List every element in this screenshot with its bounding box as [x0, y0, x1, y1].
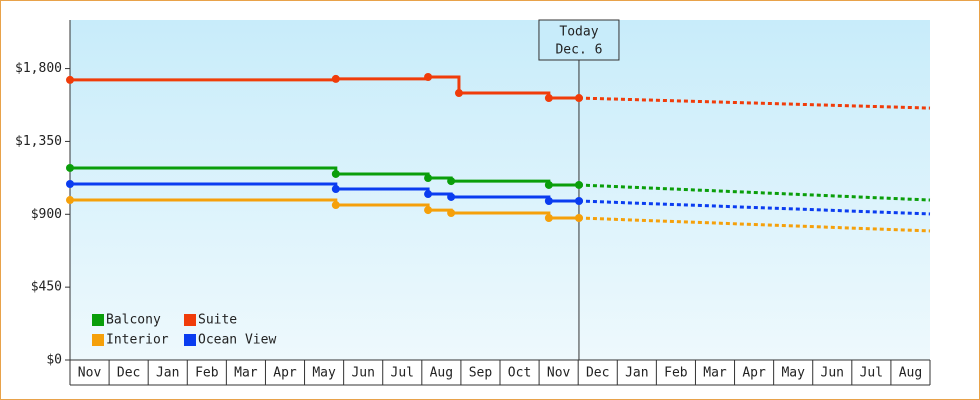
- legend-label: Ocean View: [198, 333, 276, 348]
- point: [447, 177, 456, 186]
- x-tick-label: Apr: [273, 366, 297, 381]
- point: [424, 72, 433, 81]
- today-label: Dec. 6: [555, 43, 602, 58]
- today-label: Today: [559, 25, 598, 40]
- y-tick-label: $1,800: [15, 61, 62, 76]
- point: [66, 75, 74, 84]
- point: [544, 197, 553, 206]
- y-tick-label: $0: [46, 353, 62, 368]
- point: [454, 89, 463, 98]
- forecast-line: [578, 216, 931, 233]
- x-tick-label: Nov: [547, 366, 571, 381]
- point: [574, 214, 583, 223]
- x-tick-label: Feb: [664, 366, 688, 381]
- x-tick-label: Mar: [234, 366, 258, 381]
- forecast-line: [578, 183, 931, 202]
- point: [66, 180, 74, 189]
- x-tick-label: Jul: [391, 366, 414, 381]
- x-tick-label: Aug: [899, 366, 922, 381]
- point: [544, 180, 553, 189]
- point: [331, 74, 340, 83]
- point: [66, 196, 74, 205]
- x-tick-label: Jul: [860, 366, 883, 381]
- y-tick-label: $900: [31, 207, 62, 222]
- x-tick-label: May: [312, 366, 336, 381]
- y-tick-label: $450: [31, 280, 62, 295]
- point: [424, 174, 433, 183]
- point: [447, 192, 456, 201]
- point: [574, 180, 583, 189]
- x-tick-label: Feb: [195, 366, 219, 381]
- plot-area: [70, 20, 930, 360]
- x-tick-label: Oct: [508, 366, 531, 381]
- point: [544, 94, 553, 103]
- x-tick-label: Aug: [430, 366, 453, 381]
- y-tick-label: $1,350: [15, 134, 62, 149]
- x-tick-label: Jun: [351, 366, 374, 381]
- point: [424, 190, 433, 199]
- x-tick-label: Apr: [742, 366, 766, 381]
- legend-label: Interior: [106, 333, 169, 348]
- x-tick-label: Nov: [78, 366, 102, 381]
- x-tick-label: Jun: [821, 366, 844, 381]
- legend-swatch: [92, 334, 104, 346]
- today-box: [538, 19, 620, 61]
- point: [331, 185, 340, 194]
- x-tick-label: May: [781, 366, 805, 381]
- point: [424, 206, 433, 215]
- point: [574, 197, 583, 206]
- point: [331, 169, 340, 178]
- legend-swatch: [184, 334, 196, 346]
- point: [331, 201, 340, 210]
- legend-label: Balcony: [106, 313, 161, 328]
- point: [447, 208, 456, 217]
- legend-swatch: [92, 314, 104, 326]
- x-tick-label: Mar: [703, 366, 727, 381]
- x-tick-label: Sep: [469, 366, 493, 381]
- point: [574, 94, 583, 103]
- x-tick-label: Dec: [586, 366, 609, 381]
- x-tick-label: Jan: [156, 366, 179, 381]
- legend-label: Suite: [198, 313, 237, 328]
- forecast-line: [578, 96, 931, 110]
- point: [66, 163, 74, 172]
- x-tick-label: Dec: [117, 366, 140, 381]
- forecast-line: [578, 199, 931, 216]
- x-tick-label: Jan: [625, 366, 648, 381]
- legend-swatch: [184, 314, 196, 326]
- point: [544, 214, 553, 223]
